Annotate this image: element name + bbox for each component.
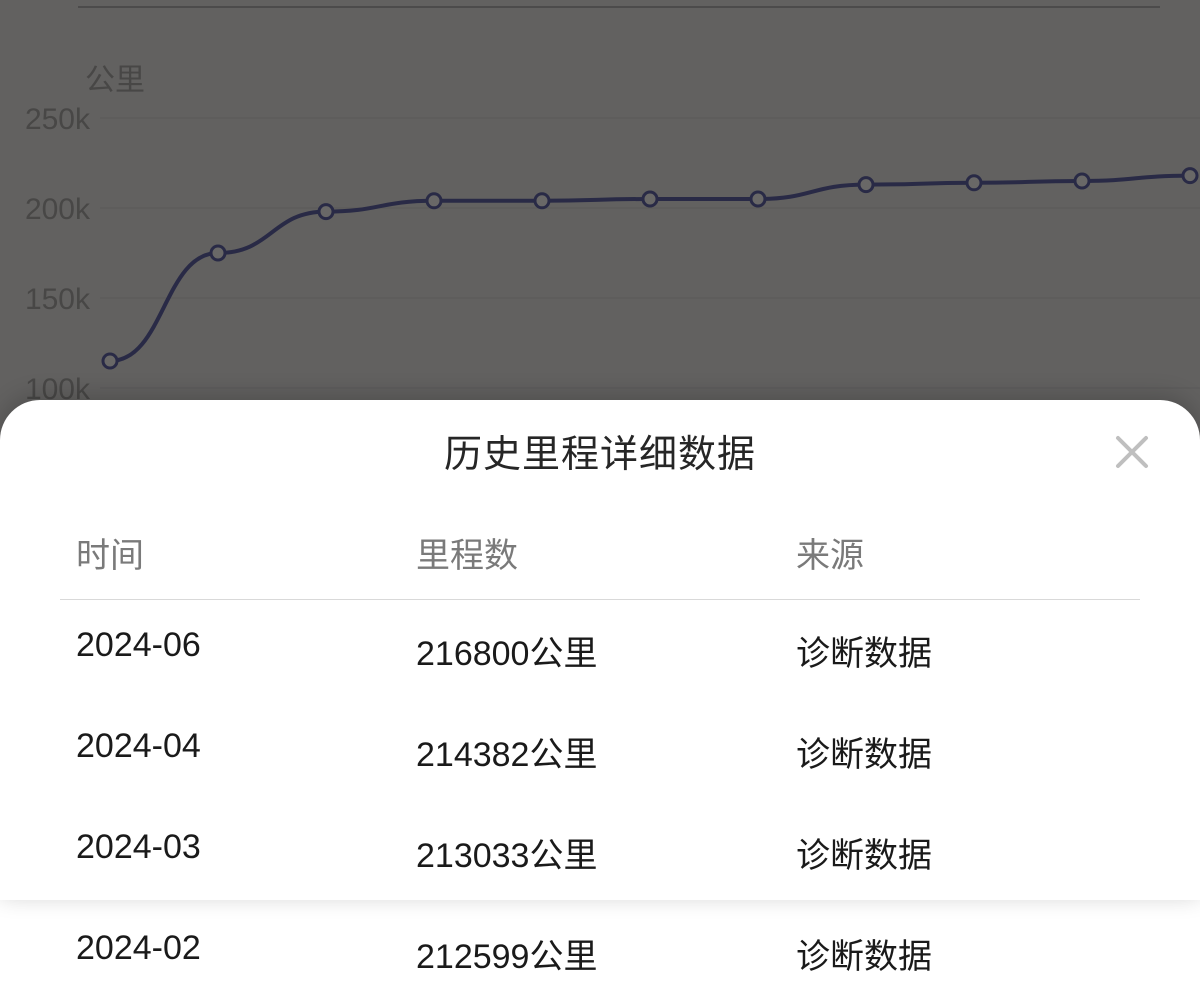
cell-source: 诊断数据 (796, 727, 1124, 776)
table-row[interactable]: 2024-02 212599公里 诊断数据 (60, 903, 1140, 1004)
mileage-detail-sheet: 历史里程详细数据 时间 里程数 来源 2024-06 216800公里 诊断数据… (0, 400, 1200, 900)
cell-mileage: 214382公里 (416, 727, 796, 776)
cell-mileage: 216800公里 (416, 626, 796, 675)
table-row[interactable]: 2024-03 213033公里 诊断数据 (60, 802, 1140, 903)
cell-time: 2024-04 (76, 727, 416, 776)
cell-time: 2024-06 (76, 626, 416, 675)
cell-mileage: 212599公里 (416, 929, 796, 978)
table-row[interactable]: 2024-04 214382公里 诊断数据 (60, 701, 1140, 802)
cell-source: 诊断数据 (796, 626, 1124, 675)
table-header-row: 时间 里程数 来源 (60, 500, 1140, 600)
close-icon (1112, 432, 1152, 472)
sheet-header: 历史里程详细数据 (0, 400, 1200, 500)
cell-time: 2024-03 (76, 828, 416, 877)
close-button[interactable] (1112, 432, 1152, 472)
col-header-time: 时间 (76, 528, 416, 577)
cell-time: 2024-02 (76, 929, 416, 978)
cell-source: 诊断数据 (796, 828, 1124, 877)
mileage-table: 时间 里程数 来源 2024-06 216800公里 诊断数据 2024-04 … (0, 500, 1200, 1004)
table-row[interactable]: 2024-06 216800公里 诊断数据 (60, 600, 1140, 701)
col-header-source: 来源 (796, 528, 1124, 577)
col-header-mileage: 里程数 (416, 528, 796, 577)
cell-mileage: 213033公里 (416, 828, 796, 877)
sheet-title: 历史里程详细数据 (444, 423, 756, 478)
cell-source: 诊断数据 (796, 929, 1124, 978)
